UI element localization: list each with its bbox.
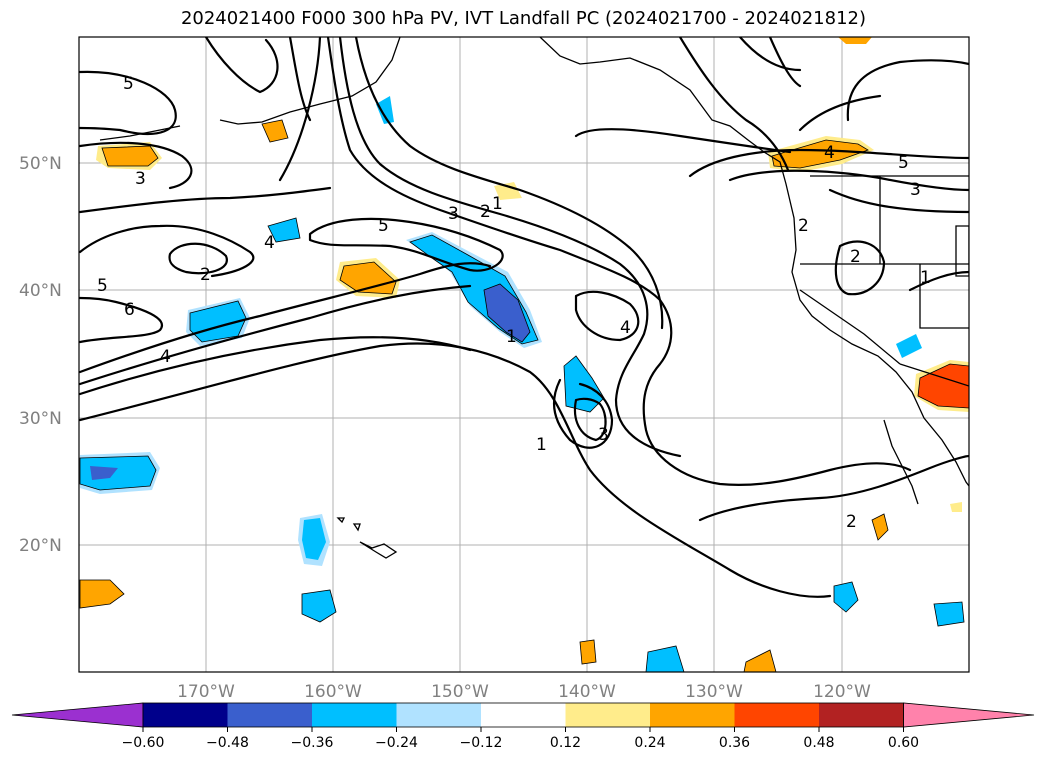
colorbar-tick-label: 0.60 bbox=[888, 735, 919, 751]
colorbar: −0.60 −0.48 −0.36 −0.24 −0.12 0.12 0.24 0.36 0.4… bbox=[11, 702, 1035, 751]
contour-label: 5 bbox=[97, 276, 108, 296]
colorbar-segment bbox=[734, 703, 819, 727]
colorbar-segment bbox=[227, 703, 312, 727]
contour-label: 5 bbox=[123, 74, 134, 94]
colorbar-tick-label: −0.60 bbox=[122, 735, 165, 751]
graticule bbox=[79, 37, 969, 672]
colorbar-extend-low bbox=[11, 702, 144, 728]
contour-label: 1 bbox=[492, 194, 503, 214]
contour-label: 5 bbox=[898, 153, 909, 173]
colorbar-segment bbox=[650, 703, 735, 727]
lon-label: 150°W bbox=[431, 682, 489, 702]
contour-label: 2 bbox=[850, 247, 861, 267]
lat-label: 40°N bbox=[19, 281, 62, 301]
colorbar-tick-label: 0.24 bbox=[634, 735, 665, 751]
contour-label: 1 bbox=[536, 435, 547, 455]
contour-label: 3 bbox=[598, 425, 609, 445]
contour-label: 4 bbox=[160, 347, 171, 367]
map-frame bbox=[78, 36, 970, 673]
contour-label: 2 bbox=[480, 202, 491, 222]
contour-label: 1 bbox=[506, 327, 517, 347]
latitude-labels: 50°N 40°N 30°N 20°N bbox=[19, 154, 62, 556]
map-background bbox=[79, 37, 969, 672]
contour-label: 5 bbox=[378, 216, 389, 236]
colorbar-segment bbox=[565, 703, 650, 727]
colorbar-tick-label: −0.24 bbox=[375, 735, 418, 751]
lon-label: 160°W bbox=[304, 682, 362, 702]
colorbar-tick-label: 0.36 bbox=[719, 735, 750, 751]
lat-label: 50°N bbox=[19, 154, 62, 174]
lon-label: 120°W bbox=[813, 682, 871, 702]
colorbar-outline bbox=[142, 702, 904, 728]
contour-label: 4 bbox=[264, 233, 275, 253]
lon-label: 140°W bbox=[558, 682, 616, 702]
lat-label: 30°N bbox=[19, 409, 62, 429]
contour-label: 2 bbox=[846, 512, 857, 532]
contour-label: 4 bbox=[620, 318, 631, 338]
contour-label: 3 bbox=[910, 180, 921, 200]
contour-label: 2 bbox=[200, 265, 211, 285]
filled-anomalies bbox=[79, 37, 969, 672]
colorbar-tick-label: 0.12 bbox=[550, 735, 581, 751]
pv-contours bbox=[79, 37, 969, 598]
colorbar-segment bbox=[481, 703, 566, 727]
contour-label: 2 bbox=[798, 216, 809, 236]
contour-labels: 5 3 5 2 6 4 4 5 3 2 1 1 4 3 1 4 5 3 2 2 … bbox=[97, 74, 931, 532]
lon-label: 130°W bbox=[685, 682, 743, 702]
colorbar-tick-label: 0.48 bbox=[803, 735, 834, 751]
longitude-labels: 170°W 160°W 150°W 140°W 130°W 120°W bbox=[177, 682, 871, 702]
contour-label: 1 bbox=[920, 268, 931, 288]
colorbar-tick-label: −0.36 bbox=[291, 735, 334, 751]
colorbar-extend-high bbox=[903, 702, 1035, 728]
lon-label: 170°W bbox=[177, 682, 235, 702]
colorbar-tick-label: −0.48 bbox=[206, 735, 249, 751]
colorbar-tick-label: −0.12 bbox=[460, 735, 503, 751]
contour-label: 6 bbox=[124, 300, 135, 320]
map-title: 2024021400 F000 300 hPa PV, IVT Landfall… bbox=[180, 8, 867, 29]
colorbar-segment bbox=[143, 703, 228, 727]
lat-label: 20°N bbox=[19, 536, 62, 556]
colorbar-segment bbox=[396, 703, 481, 727]
contour-label: 3 bbox=[135, 169, 146, 189]
contour-label: 4 bbox=[824, 143, 835, 163]
colorbar-segment bbox=[312, 703, 397, 727]
colorbar-segment bbox=[819, 703, 904, 727]
contour-label: 3 bbox=[448, 204, 459, 224]
